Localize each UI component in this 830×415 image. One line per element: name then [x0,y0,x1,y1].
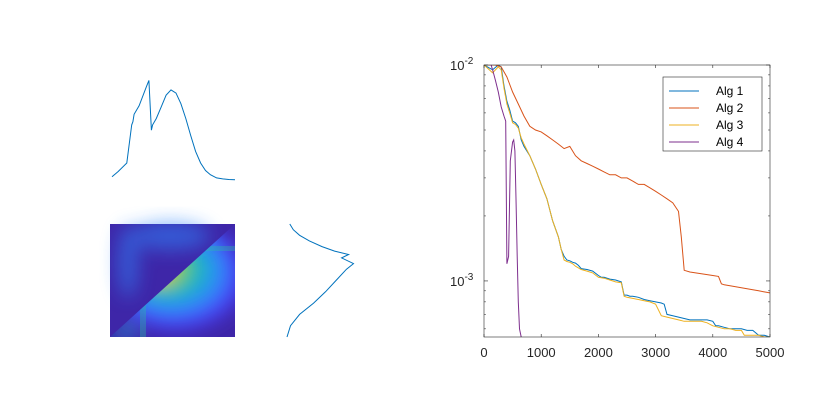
right-marginal-panel [286,223,355,338]
heatmap-upper-bleed [118,222,210,298]
x-tick-label: 0 [480,345,487,360]
joint-density-heatmap [110,222,235,337]
legend-box [662,76,763,152]
top-marginal-series-line [111,80,236,181]
x-tick-label: 3000 [641,345,670,360]
series-line-2 [484,65,770,294]
x-axis-ticks: 0 1000 2000 3000 4000 5000 [480,65,784,360]
y-tick-exponent: -2 [464,56,473,67]
legend-label-2: Alg 2 [716,101,744,115]
y-tick-label: 10-2 [450,56,474,73]
x-tick-label: 1000 [527,345,556,360]
right-marginal-series-line [286,223,355,338]
legend-label-4: Alg 4 [716,135,744,149]
series-line-3 [484,65,770,337]
series-line-1 [484,65,770,337]
legend-label-1: Alg 1 [716,84,744,98]
y-tick-label: 10-3 [450,272,474,289]
top-marginal-panel [111,80,236,181]
y-tick-exponent: -3 [464,272,473,283]
x-tick-label: 4000 [698,345,727,360]
y-tick-base: 10 [450,274,464,289]
x-tick-label: 5000 [756,345,785,360]
y-tick-base: 10 [450,58,464,73]
heatmap-corner-glow [110,322,140,337]
legend-label-3: Alg 3 [716,118,744,132]
convergence-plot: 0 1000 2000 3000 4000 5000 10-210-3 Alg 1Alg … [450,56,784,360]
series-line-4 [490,65,522,337]
heatmap-upper-glow [130,222,210,250]
y-axis-ticks: 10-210-3 [450,56,770,330]
axes-box [483,64,771,338]
heatmap-left-glow [118,226,138,298]
x-tick-label: 2000 [584,345,613,360]
legend: Alg 1 Alg 2 Alg 3 Alg 4 [662,76,763,152]
